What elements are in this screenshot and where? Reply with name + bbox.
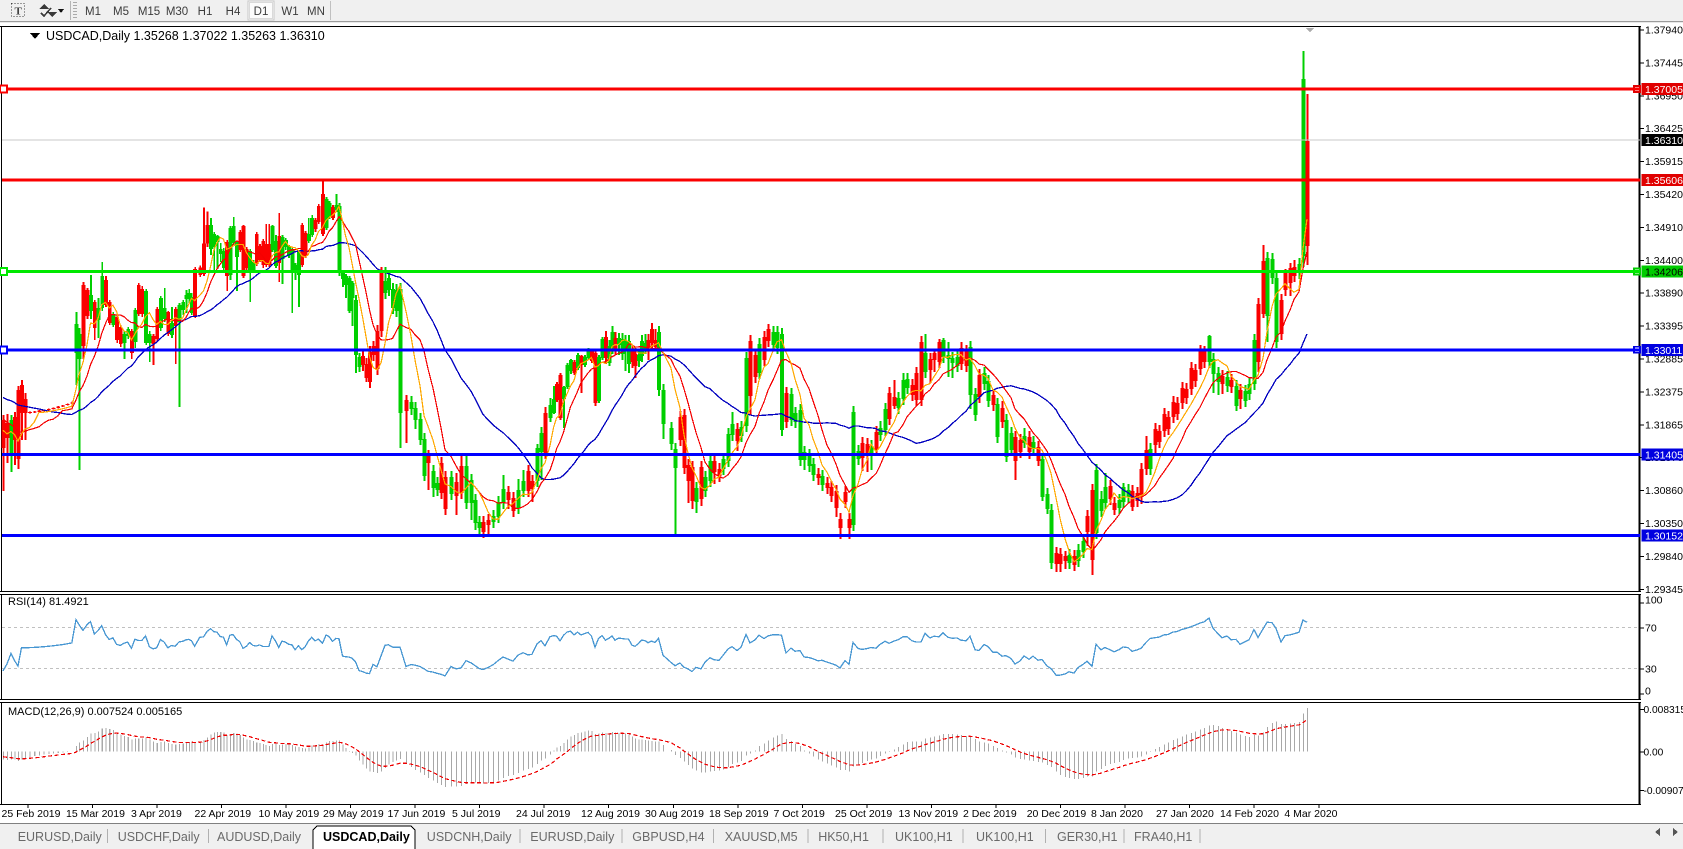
svg-text:70: 70	[1645, 623, 1657, 635]
svg-text:1.33011: 1.33011	[1645, 345, 1682, 357]
svg-text:1.37940: 1.37940	[1645, 25, 1683, 37]
svg-text:-0.009071: -0.009071	[1644, 786, 1683, 797]
svg-text:USDCNH,Daily: USDCNH,Daily	[427, 830, 512, 844]
svg-text:1.30152: 1.30152	[1645, 531, 1683, 543]
svg-text:20 Dec 2019: 20 Dec 2019	[1027, 808, 1087, 820]
svg-text:USDCAD,Daily 1.35268 1.37022: USDCAD,Daily 1.35268 1.37022 1.35263 1.3…	[46, 29, 325, 43]
svg-text:30: 30	[1645, 664, 1657, 676]
svg-text:29 May 2019: 29 May 2019	[323, 808, 384, 820]
svg-text:14 Feb 2020: 14 Feb 2020	[1220, 808, 1279, 820]
svg-text:1.36425: 1.36425	[1645, 123, 1683, 135]
svg-text:1.33395: 1.33395	[1645, 321, 1683, 333]
svg-text:8 Jan 2020: 8 Jan 2020	[1091, 808, 1143, 820]
svg-text:1.37005: 1.37005	[1645, 84, 1683, 96]
svg-text:0: 0	[1645, 686, 1651, 698]
svg-text:UK100,H1: UK100,H1	[895, 830, 953, 844]
svg-text:GBPUSD,H4: GBPUSD,H4	[632, 830, 704, 844]
svg-text:W1: W1	[281, 6, 298, 18]
svg-text:15 Mar 2019: 15 Mar 2019	[66, 808, 125, 820]
svg-text:UK100,H1: UK100,H1	[976, 830, 1034, 844]
svg-text:25 Feb 2019: 25 Feb 2019	[2, 808, 61, 820]
svg-text:1.30860: 1.30860	[1645, 485, 1683, 497]
svg-text:EURUSD,Daily: EURUSD,Daily	[18, 830, 103, 844]
svg-text:MN: MN	[307, 6, 325, 18]
svg-text:1.35420: 1.35420	[1645, 189, 1683, 201]
svg-text:24 Jul 2019: 24 Jul 2019	[516, 808, 570, 820]
svg-text:17 Jun 2019: 17 Jun 2019	[388, 808, 446, 820]
svg-text:1.34206: 1.34206	[1645, 267, 1683, 279]
svg-text:1.35915: 1.35915	[1645, 156, 1683, 168]
svg-text:2 Dec 2019: 2 Dec 2019	[963, 808, 1017, 820]
svg-text:13 Nov 2019: 13 Nov 2019	[899, 808, 959, 820]
svg-text:0.008315: 0.008315	[1644, 705, 1683, 716]
svg-text:FRA40,H1: FRA40,H1	[1134, 830, 1192, 844]
svg-text:T: T	[15, 6, 23, 18]
svg-text:1.31405: 1.31405	[1645, 450, 1683, 462]
svg-text:0.00: 0.00	[1644, 748, 1664, 759]
svg-text:1.29840: 1.29840	[1645, 551, 1683, 563]
svg-text:1.30350: 1.30350	[1645, 518, 1683, 530]
svg-text:18 Sep 2019: 18 Sep 2019	[709, 808, 769, 820]
svg-text:1.33890: 1.33890	[1645, 288, 1683, 300]
svg-text:1.37445: 1.37445	[1645, 57, 1683, 69]
svg-text:1.31865: 1.31865	[1645, 419, 1683, 431]
svg-text:M5: M5	[113, 6, 129, 18]
svg-text:USDCAD,Daily: USDCAD,Daily	[323, 830, 410, 844]
svg-text:1.35606: 1.35606	[1645, 175, 1683, 187]
svg-text:30 Aug 2019: 30 Aug 2019	[645, 808, 704, 820]
svg-text:1.32375: 1.32375	[1645, 386, 1683, 398]
svg-text:RSI(14) 81.4921: RSI(14) 81.4921	[8, 596, 89, 608]
svg-text:XAUUSD,M5: XAUUSD,M5	[725, 830, 798, 844]
svg-text:4 Mar 2020: 4 Mar 2020	[1284, 808, 1337, 820]
svg-text:5 Jul 2019: 5 Jul 2019	[452, 808, 501, 820]
svg-text:10 May 2019: 10 May 2019	[259, 808, 320, 820]
svg-text:M15: M15	[138, 6, 160, 18]
svg-text:3 Apr 2019: 3 Apr 2019	[131, 808, 182, 820]
svg-text:1.34400: 1.34400	[1645, 255, 1683, 267]
svg-text:27 Jan 2020: 27 Jan 2020	[1156, 808, 1214, 820]
svg-text:H1: H1	[198, 6, 213, 18]
svg-text:1.29345: 1.29345	[1645, 584, 1683, 596]
svg-text:7 Oct 2019: 7 Oct 2019	[774, 808, 826, 820]
svg-text:M30: M30	[166, 6, 188, 18]
svg-text:1.32885: 1.32885	[1645, 354, 1683, 366]
svg-text:22 Apr 2019: 22 Apr 2019	[195, 808, 252, 820]
svg-text:12 Aug 2019: 12 Aug 2019	[581, 808, 640, 820]
svg-text:HK50,H1: HK50,H1	[818, 830, 869, 844]
svg-text:D1: D1	[254, 6, 269, 18]
svg-text:25 Oct 2019: 25 Oct 2019	[835, 808, 892, 820]
svg-text:M1: M1	[85, 6, 101, 18]
svg-text:MACD(12,26,9) 0.007524 0.00516: MACD(12,26,9) 0.007524 0.005165	[8, 706, 182, 718]
svg-text:100: 100	[1645, 595, 1663, 607]
svg-text:1.34910: 1.34910	[1645, 222, 1683, 234]
svg-text:GER30,H1: GER30,H1	[1057, 830, 1117, 844]
svg-text:H4: H4	[226, 6, 241, 18]
svg-text:AUDUSD,Daily: AUDUSD,Daily	[217, 830, 302, 844]
svg-text:1.36310: 1.36310	[1645, 135, 1683, 147]
svg-text:EURUSD,Daily: EURUSD,Daily	[530, 830, 615, 844]
svg-text:USDCHF,Daily: USDCHF,Daily	[118, 830, 201, 844]
